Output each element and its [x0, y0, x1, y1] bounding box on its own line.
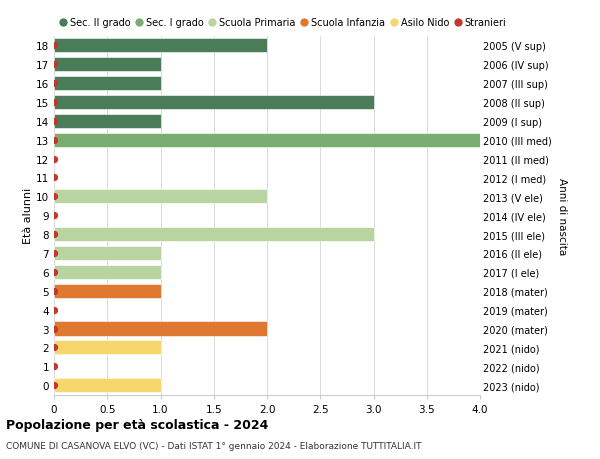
Bar — [54, 228, 373, 241]
Bar — [54, 39, 267, 53]
Bar — [54, 114, 161, 129]
Bar — [54, 190, 267, 204]
Point — [49, 174, 59, 182]
Y-axis label: Età alunni: Età alunni — [23, 188, 33, 244]
Point — [49, 156, 59, 163]
Bar — [54, 378, 161, 392]
Point — [49, 80, 59, 88]
Point — [49, 325, 59, 332]
Point — [49, 99, 59, 106]
Point — [49, 363, 59, 370]
Text: Popolazione per età scolastica - 2024: Popolazione per età scolastica - 2024 — [6, 418, 268, 431]
Point — [49, 193, 59, 201]
Legend: Sec. II grado, Sec. I grado, Scuola Primaria, Scuola Infanzia, Asilo Nido, Stran: Sec. II grado, Sec. I grado, Scuola Prim… — [59, 18, 506, 28]
Point — [49, 269, 59, 276]
Point — [49, 344, 59, 351]
Bar — [54, 95, 373, 110]
Bar — [54, 246, 161, 260]
Point — [49, 306, 59, 313]
Bar — [54, 77, 161, 91]
Point — [49, 62, 59, 69]
Text: COMUNE DI CASANOVA ELVO (VC) - Dati ISTAT 1° gennaio 2024 - Elaborazione TUTTITA: COMUNE DI CASANOVA ELVO (VC) - Dati ISTA… — [6, 441, 421, 450]
Point — [49, 212, 59, 219]
Bar — [54, 284, 161, 298]
Point — [49, 287, 59, 295]
Point — [49, 43, 59, 50]
Point — [49, 231, 59, 238]
Point — [49, 381, 59, 389]
Point — [49, 137, 59, 144]
Bar — [54, 133, 480, 147]
Bar — [54, 58, 161, 72]
Bar — [54, 265, 161, 280]
Point — [49, 250, 59, 257]
Bar — [54, 322, 267, 336]
Bar — [54, 341, 161, 355]
Point — [49, 118, 59, 125]
Y-axis label: Anni di nascita: Anni di nascita — [557, 177, 567, 254]
